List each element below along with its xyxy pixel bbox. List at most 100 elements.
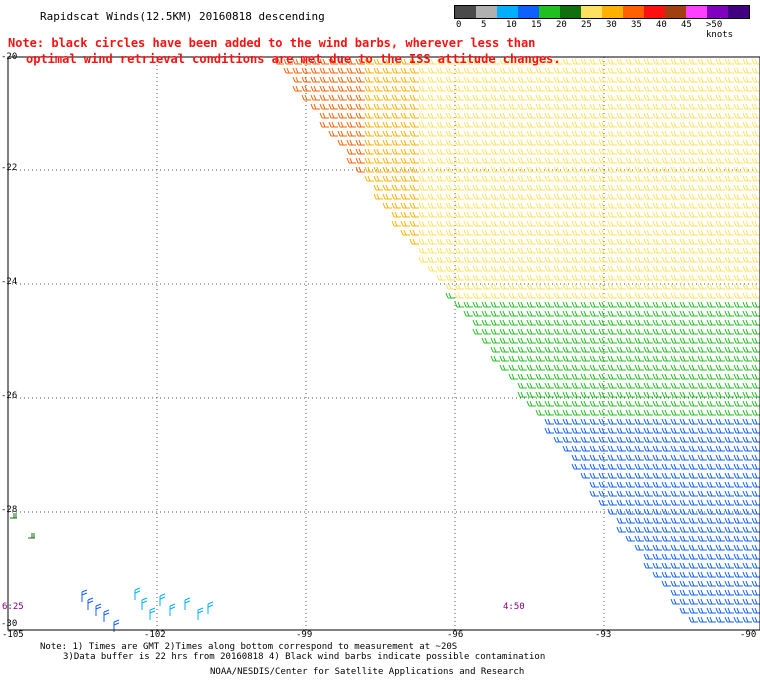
wind-barb [715, 184, 725, 191]
wind-barb [526, 346, 536, 353]
wind-barb [742, 310, 752, 317]
wind-barb [679, 220, 689, 227]
wind-barb [706, 175, 716, 182]
wind-barb [301, 67, 311, 74]
wind-barb [751, 67, 760, 74]
wind-barb [679, 157, 689, 164]
wind-barb [715, 94, 725, 101]
wind-barb [652, 229, 662, 236]
wind-barb [742, 616, 752, 623]
wind-barb [526, 382, 536, 389]
wind-barb [490, 310, 500, 317]
wind-barb [652, 292, 662, 299]
wind-barb [724, 103, 734, 110]
wind-barb [472, 103, 482, 110]
wind-barb [661, 544, 671, 551]
legend-swatch-3 [518, 6, 539, 18]
wind-barb [697, 301, 707, 308]
wind-barb [598, 391, 608, 398]
wind-barb [373, 85, 383, 92]
wind-barb [598, 175, 608, 182]
wind-barb [616, 211, 626, 218]
wind-barb [517, 301, 527, 308]
wind-barb [652, 499, 662, 506]
wind-barb [715, 364, 725, 371]
wind-barb [724, 427, 734, 434]
wind-barb [409, 121, 419, 128]
wind-barb [670, 517, 680, 524]
legend-swatch-4 [539, 6, 560, 18]
wind-barb [706, 85, 716, 92]
wind-barb [616, 283, 626, 290]
wind-barb [589, 454, 599, 461]
wind-barb [463, 175, 473, 182]
wind-barb [742, 202, 752, 209]
wind-barb [562, 184, 572, 191]
wind-barb [670, 562, 680, 569]
wind-barb [643, 220, 653, 227]
wind-barb [553, 247, 563, 254]
wind-barb [571, 175, 581, 182]
wind-barb [553, 121, 563, 128]
wind-barb [643, 436, 653, 443]
wind-barb [580, 193, 590, 200]
wind-barb [481, 319, 491, 326]
wind-barb [688, 247, 698, 254]
wind-barb [373, 193, 383, 200]
wind-barb [715, 373, 725, 380]
wind-barb [706, 337, 716, 344]
wind-barb [553, 274, 563, 281]
wind-barb [661, 166, 671, 173]
wind-barb [418, 85, 428, 92]
wind-barb [706, 427, 716, 434]
wind-barb [670, 139, 680, 146]
wind-barb [544, 139, 554, 146]
wind-barb [670, 67, 680, 74]
wind-barb [490, 121, 500, 128]
wind-barb [454, 85, 464, 92]
lon-label-90: -90 [740, 630, 757, 640]
wind-barb [616, 355, 626, 362]
wind-barb [364, 121, 374, 128]
wind-barb [607, 103, 617, 110]
wind-barb [562, 67, 572, 74]
wind-barb [409, 130, 419, 137]
wind-barb [607, 67, 617, 74]
lat-label-20: -20 [1, 52, 18, 62]
wind-barb [373, 112, 383, 119]
wind-barb [481, 283, 491, 290]
wind-barb [517, 373, 527, 380]
wind-barb [409, 85, 419, 92]
wind-barb [580, 211, 590, 218]
wind-barb [580, 157, 590, 164]
wind-barb [679, 247, 689, 254]
wind-barb [508, 85, 518, 92]
wind-barb [553, 85, 563, 92]
wind-barb [724, 400, 734, 407]
wind-barb [724, 328, 734, 335]
wind-barb [544, 337, 554, 344]
wind-barb [643, 211, 653, 218]
wind-barb [535, 112, 545, 119]
wind-barb [652, 247, 662, 254]
wind-barb [643, 481, 653, 488]
wind-barb [724, 418, 734, 425]
wind-barb [652, 337, 662, 344]
wind-barb [355, 85, 365, 92]
wind-barb [535, 157, 545, 164]
note-line-1: Note: black circles have been added to t… [8, 36, 536, 50]
wind-barb [688, 166, 698, 173]
wind-barb [715, 382, 725, 389]
wind-barb [535, 220, 545, 227]
wind-barb [652, 202, 662, 209]
lat-label-30: -30 [1, 619, 18, 629]
wind-barb [634, 175, 644, 182]
wind-barb [607, 265, 617, 272]
wind-barb [697, 229, 707, 236]
wind-barb [526, 274, 536, 281]
wind-barb [454, 130, 464, 137]
wind-barb [607, 490, 617, 497]
wind-barb [661, 427, 671, 434]
wind-barb [445, 238, 455, 245]
wind-barb [706, 445, 716, 452]
